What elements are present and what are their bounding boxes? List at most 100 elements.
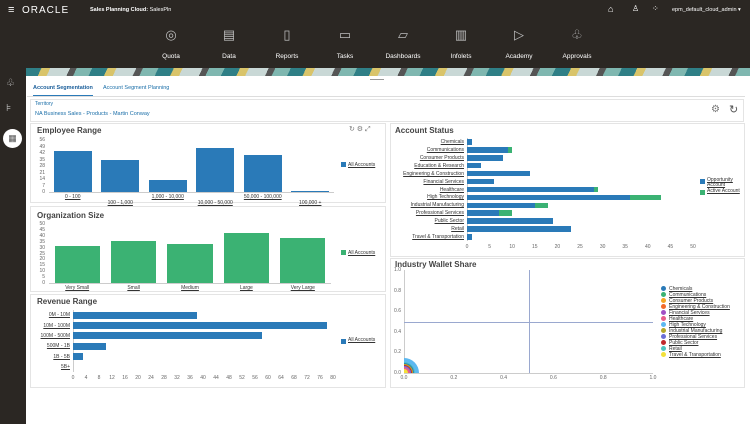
- bar[interactable]: [467, 170, 531, 177]
- tab-account-segment-planning[interactable]: Account Segment Planning: [103, 85, 170, 91]
- bar[interactable]: [507, 147, 513, 153]
- category-label[interactable]: 100M - 500M: [40, 332, 70, 339]
- bar[interactable]: [280, 238, 326, 283]
- category-label[interactable]: 0 - 100: [64, 194, 81, 200]
- category-label[interactable]: Public Sector: [434, 218, 464, 225]
- bar[interactable]: [73, 342, 106, 350]
- category-label[interactable]: Small: [127, 285, 140, 291]
- category-label[interactable]: 0M - 10M: [48, 312, 70, 319]
- bar[interactable]: [498, 210, 513, 217]
- category-label[interactable]: 500M - 1B: [46, 343, 70, 350]
- category-label[interactable]: 100,000 +: [299, 200, 322, 206]
- category-label[interactable]: Chemicals: [440, 138, 464, 145]
- bar[interactable]: [467, 155, 504, 161]
- nav-academy[interactable]: ▷ Academy: [489, 27, 549, 60]
- accessibility-icon[interactable]: ♙: [632, 4, 640, 13]
- refresh-icon[interactable]: ↻: [729, 104, 739, 116]
- legend-item[interactable]: High Technology: [661, 322, 706, 328]
- bar[interactable]: [467, 226, 571, 232]
- legend-item[interactable]: Consumer Products: [661, 298, 713, 304]
- legend-item[interactable]: Healthcare: [661, 316, 693, 322]
- home-icon[interactable]: ⌂: [608, 4, 614, 14]
- legend-item[interactable]: Opportunity Account: [700, 178, 740, 188]
- bar[interactable]: [53, 151, 92, 192]
- nav-data[interactable]: ▤ Data: [199, 27, 259, 60]
- category-label[interactable]: Large: [239, 285, 253, 291]
- category-label[interactable]: 10,000 - 50,000: [197, 200, 233, 206]
- bar[interactable]: [111, 240, 157, 283]
- hierarchy-icon[interactable]: ♧: [6, 78, 15, 89]
- category-label[interactable]: Industrial Manufacturing: [410, 202, 464, 209]
- bar[interactable]: [467, 234, 472, 240]
- category-label[interactable]: High Technology: [427, 194, 464, 201]
- category-label[interactable]: Engineering & Construction: [403, 170, 464, 177]
- category-label[interactable]: Professional Services: [415, 210, 464, 217]
- category-label[interactable]: Travel & Transportation: [412, 234, 464, 241]
- bar[interactable]: [101, 159, 140, 192]
- legend-item[interactable]: Travel & Transportation: [661, 352, 721, 358]
- panel-refresh-icon[interactable]: ↻ ⚙ ⤢: [349, 126, 371, 133]
- category-label[interactable]: Education & Research: [414, 162, 464, 169]
- bar[interactable]: [467, 210, 499, 217]
- legend-item[interactable]: Communications: [661, 292, 706, 298]
- bar[interactable]: [467, 139, 472, 145]
- nav-tasks[interactable]: ▭ Tasks: [315, 27, 375, 60]
- legend-item[interactable]: Public Sector: [661, 340, 698, 346]
- bar[interactable]: [73, 352, 83, 361]
- bar[interactable]: [629, 194, 662, 201]
- user-menu[interactable]: epm_default_cloud_admin ▾: [672, 7, 741, 13]
- bar[interactable]: [73, 332, 262, 340]
- category-label[interactable]: Retail: [451, 226, 464, 233]
- bar[interactable]: [223, 233, 269, 283]
- bar[interactable]: [73, 311, 197, 319]
- category-label[interactable]: 100 - 1,000: [107, 200, 133, 206]
- legend-item[interactable]: Financial Services: [661, 310, 710, 316]
- bar[interactable]: [467, 194, 630, 201]
- nav-reports[interactable]: ▯ Reports: [257, 27, 317, 60]
- legend-item[interactable]: Active Account: [700, 189, 740, 195]
- collapse-handle[interactable]: [370, 79, 384, 80]
- bar[interactable]: [167, 244, 213, 283]
- bar[interactable]: [534, 202, 549, 209]
- category-label[interactable]: Medium: [181, 285, 199, 291]
- legend-item[interactable]: All Accounts: [341, 162, 375, 168]
- nav-approvals[interactable]: ♧ Approvals: [547, 27, 607, 60]
- bar[interactable]: [467, 202, 535, 209]
- bubble[interactable]: [404, 369, 408, 373]
- legend-item[interactable]: Professional Services: [661, 334, 717, 340]
- bar[interactable]: [467, 218, 553, 224]
- bar[interactable]: [54, 246, 100, 283]
- navigator-icon[interactable]: ⁘: [652, 4, 659, 13]
- dashboard-icon[interactable]: ▦: [3, 129, 22, 148]
- bar[interactable]: [291, 191, 330, 192]
- pov-value[interactable]: NA Business Sales - Products - Martin Co…: [35, 111, 150, 117]
- legend-item[interactable]: All Accounts: [341, 338, 381, 344]
- legend-item[interactable]: Chemicals: [661, 286, 692, 292]
- category-label[interactable]: Very Large: [290, 285, 315, 291]
- legend-item[interactable]: All Accounts: [341, 250, 375, 256]
- hamburger-menu-icon[interactable]: ≡: [8, 4, 15, 16]
- bar[interactable]: [243, 154, 282, 192]
- category-label[interactable]: 1,000 - 10,000: [151, 194, 184, 200]
- legend-item[interactable]: Retail: [661, 346, 682, 352]
- bar[interactable]: [467, 186, 594, 193]
- category-label[interactable]: Financial Services: [423, 178, 464, 185]
- bar[interactable]: [593, 186, 599, 193]
- nav-quota[interactable]: ◎ Quota: [141, 27, 201, 60]
- tree-icon[interactable]: ⊧: [6, 103, 12, 114]
- settings-icon[interactable]: ⚙: [711, 104, 720, 115]
- category-label[interactable]: 5B+: [60, 363, 70, 370]
- category-label[interactable]: 10M - 100M: [43, 322, 70, 329]
- bar[interactable]: [148, 179, 187, 192]
- category-label[interactable]: Consumer Products: [419, 154, 464, 161]
- category-label[interactable]: Healthcare: [439, 186, 464, 193]
- nav-dashboards[interactable]: ▱ Dashboards: [373, 27, 433, 60]
- category-label[interactable]: 50,000 - 100,000: [243, 194, 282, 200]
- legend-item[interactable]: Engineering & Construction: [661, 304, 730, 310]
- category-label[interactable]: 1B - 5B: [53, 353, 70, 360]
- bar[interactable]: [196, 148, 235, 192]
- bar[interactable]: [467, 147, 508, 153]
- bar[interactable]: [73, 321, 327, 330]
- category-label[interactable]: Very Small: [65, 285, 90, 291]
- legend-item[interactable]: Industrial Manufacturing: [661, 328, 722, 334]
